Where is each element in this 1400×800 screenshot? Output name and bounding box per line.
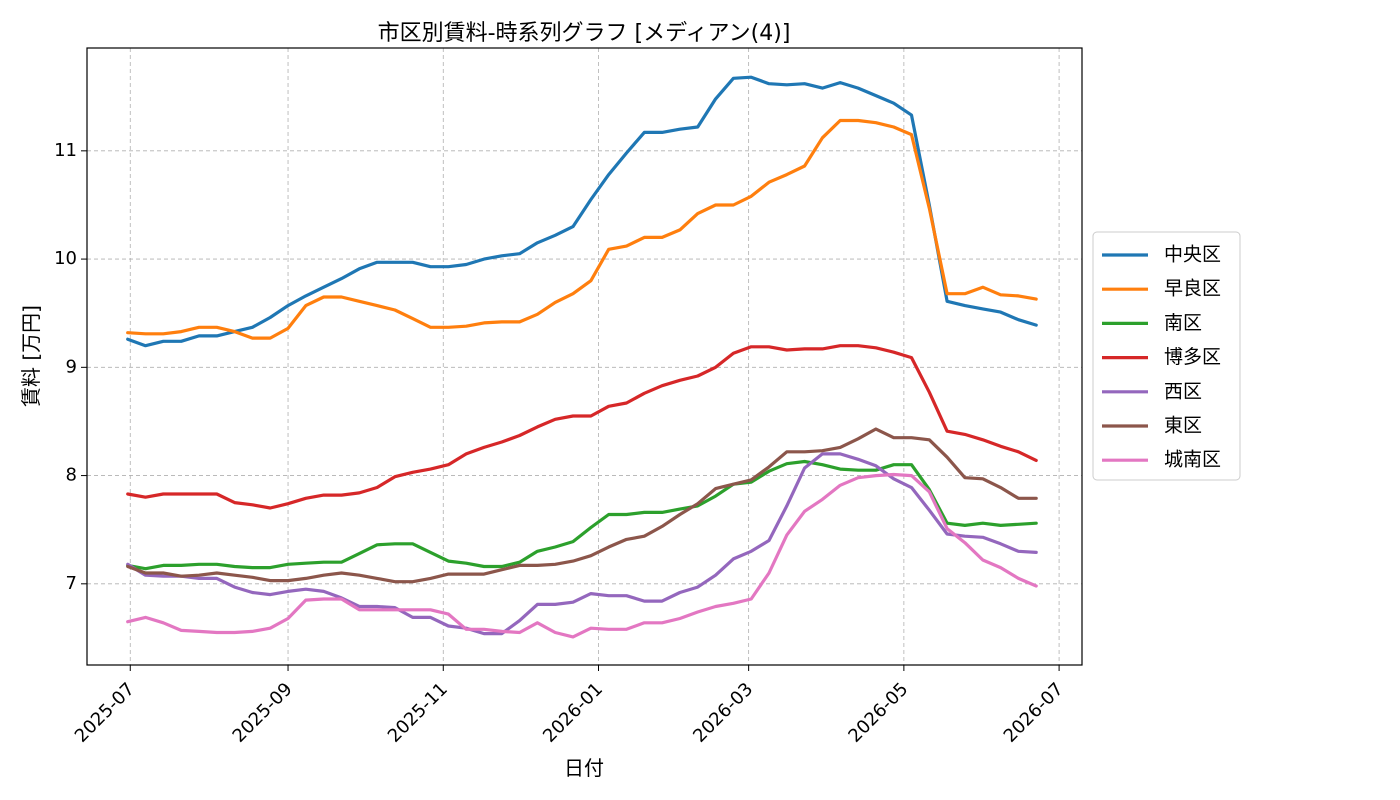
legend-frame: [1092, 231, 1241, 481]
x-axis-label: 日付: [564, 756, 604, 780]
legend-label: 南区: [1164, 312, 1202, 334]
legend-label: 城南区: [1164, 449, 1221, 471]
series-line-6: [126, 472, 1038, 639]
legend-label: 博多区: [1164, 346, 1221, 368]
series-line-3: [126, 344, 1038, 510]
y-axis-label: 賃料 [万円]: [19, 305, 43, 407]
series-line-1: [126, 118, 1038, 340]
legend-label: 西区: [1164, 380, 1202, 402]
series-line-2: [126, 459, 1038, 571]
series-lines: [126, 75, 1038, 639]
series-line-5: [126, 427, 1038, 584]
y-tick-label: 11: [54, 140, 77, 161]
legend-label: 東区: [1164, 415, 1202, 437]
y-tick-label: 8: [66, 465, 77, 486]
y-tick-label: 10: [54, 248, 77, 269]
y-tick-label: 7: [66, 573, 77, 594]
plot-frame: [86, 47, 1083, 666]
y-tick-label: 9: [66, 356, 77, 377]
legend-label: 早良区: [1164, 278, 1221, 300]
series-line-0: [126, 75, 1038, 348]
grid: [87, 48, 1082, 665]
chart-title: 市区別賃料-時系列グラフ [メディアン(4)]: [378, 21, 791, 46]
series-line-4: [126, 452, 1038, 636]
legend-label: 中央区: [1164, 244, 1221, 266]
